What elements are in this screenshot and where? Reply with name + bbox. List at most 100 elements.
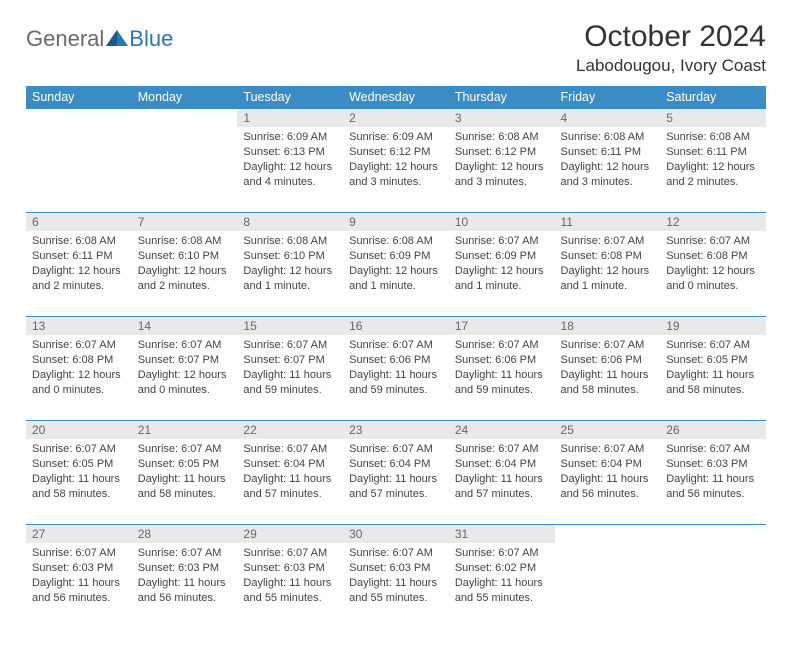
sunrise-line: Sunrise: 6:08 AM [455, 131, 539, 143]
day-number: 11 [555, 212, 661, 231]
day-cell: Sunrise: 6:08 AMSunset: 6:09 PMDaylight:… [343, 231, 449, 316]
day-cell: Sunrise: 6:08 AMSunset: 6:10 PMDaylight:… [237, 231, 343, 316]
sunset-line: Sunset: 6:10 PM [243, 250, 324, 262]
daylight-line: Daylight: 12 hours and 0 minutes. [32, 369, 121, 396]
sunset-line: Sunset: 6:03 PM [32, 562, 113, 574]
logo-word2: Blue [129, 26, 173, 52]
day-number-cell [26, 108, 132, 127]
day-number: 26 [660, 420, 766, 439]
day-number-cell: 15 [237, 316, 343, 335]
day-number-cell: 19 [660, 316, 766, 335]
daylight-line: Daylight: 11 hours and 58 minutes. [561, 369, 649, 396]
day-body: Sunrise: 6:08 AMSunset: 6:11 PMDaylight:… [555, 127, 661, 195]
day-number: 31 [449, 524, 555, 543]
day-body: Sunrise: 6:07 AMSunset: 6:07 PMDaylight:… [237, 335, 343, 403]
day-body: Sunrise: 6:07 AMSunset: 6:05 PMDaylight:… [660, 335, 766, 403]
day-number: 2 [343, 108, 449, 127]
sunset-line: Sunset: 6:06 PM [455, 354, 536, 366]
day-cell [26, 127, 132, 212]
sunrise-line: Sunrise: 6:07 AM [561, 339, 645, 351]
daylight-line: Daylight: 11 hours and 55 minutes. [455, 577, 543, 604]
day-number: 8 [237, 212, 343, 231]
day-body: Sunrise: 6:07 AMSunset: 6:04 PMDaylight:… [237, 439, 343, 507]
sunrise-line: Sunrise: 6:07 AM [138, 339, 222, 351]
day-number-cell: 3 [449, 108, 555, 127]
daylight-line: Daylight: 12 hours and 0 minutes. [138, 369, 227, 396]
sunrise-line: Sunrise: 6:07 AM [32, 547, 116, 559]
day-number-cell: 21 [132, 420, 238, 439]
day-body [26, 127, 132, 136]
daylight-line: Daylight: 12 hours and 3 minutes. [349, 161, 438, 188]
day-number-cell [132, 108, 238, 127]
day-cell: Sunrise: 6:07 AMSunset: 6:02 PMDaylight:… [449, 543, 555, 628]
day-cell: Sunrise: 6:07 AMSunset: 6:06 PMDaylight:… [555, 335, 661, 420]
weekday-header: Friday [555, 86, 661, 108]
sunrise-line: Sunrise: 6:07 AM [455, 339, 539, 351]
day-number: 23 [343, 420, 449, 439]
day-number: 7 [132, 212, 238, 231]
day-number-cell: 20 [26, 420, 132, 439]
day-body: Sunrise: 6:07 AMSunset: 6:04 PMDaylight:… [555, 439, 661, 507]
day-body: Sunrise: 6:09 AMSunset: 6:13 PMDaylight:… [237, 127, 343, 195]
day-cell: Sunrise: 6:07 AMSunset: 6:03 PMDaylight:… [660, 439, 766, 524]
day-number-cell: 24 [449, 420, 555, 439]
day-cell: Sunrise: 6:07 AMSunset: 6:06 PMDaylight:… [343, 335, 449, 420]
location: Labodougou, Ivory Coast [576, 56, 766, 76]
day-number-cell: 22 [237, 420, 343, 439]
weekday-header: Saturday [660, 86, 766, 108]
day-body: Sunrise: 6:09 AM Sunset: 6:12 PM Daylight:… [343, 127, 449, 195]
logo: General Blue [26, 20, 173, 52]
calendar-body: 12345Sunrise: 6:09 AMSunset: 6:13 PMDayl… [26, 108, 766, 628]
day-number-cell: 16 [343, 316, 449, 335]
sunset-line: Sunset: 6:07 PM [243, 354, 324, 366]
sunset-line: Sunset: 6:12 PM [349, 146, 430, 158]
sunrise-line: Sunrise: 6:07 AM [455, 547, 539, 559]
day-number-cell: 7 [132, 212, 238, 231]
sunrise-line: Sunrise: 6:07 AM [349, 443, 433, 455]
sunset-line: Sunset: 6:04 PM [349, 458, 430, 470]
daylight-line: Daylight: 11 hours and 59 minutes. [243, 369, 331, 396]
weekday-header: Wednesday [343, 86, 449, 108]
sunset-line: Sunset: 6:05 PM [138, 458, 219, 470]
day-cell: Sunrise: 6:08 AMSunset: 6:11 PMDaylight:… [660, 127, 766, 212]
sunset-line: Sunset: 6:03 PM [138, 562, 219, 574]
calendar-table: SundayMondayTuesdayWednesdayThursdayFrid… [26, 86, 766, 628]
daylight-line: Daylight: 12 hours and 2 minutes. [666, 161, 755, 188]
day-number-cell: 13 [26, 316, 132, 335]
day-body: Sunrise: 6:08 AMSunset: 6:10 PMDaylight:… [132, 231, 238, 299]
day-number: 3 [449, 108, 555, 127]
day-number: 27 [26, 524, 132, 543]
sunrise-line: Sunrise: 6:07 AM [666, 443, 750, 455]
day-cell: Sunrise: 6:07 AM Sunset: 6:07 PM Daylight:… [132, 335, 238, 420]
day-body: Sunrise: 6:07 AMSunset: 6:06 PMDaylight:… [555, 335, 661, 403]
sunrise-line: Sunrise: 6:09 AM [349, 131, 433, 143]
day-number: 12 [660, 212, 766, 231]
day-body: Sunrise: 6:07 AMSunset: 6:08 PMDaylight:… [26, 335, 132, 403]
daylight-line: Daylight: 11 hours and 56 minutes. [561, 473, 649, 500]
day-body: Sunrise: 6:07 AMSunset: 6:09 PMDaylight:… [449, 231, 555, 299]
day-number-row: 6789101112 [26, 212, 766, 231]
day-number-row: 12345 [26, 108, 766, 127]
sunset-line: Sunset: 6:08 PM [666, 250, 747, 262]
weekday-header: Sunday [26, 86, 132, 108]
day-number: 10 [449, 212, 555, 231]
day-body: Sunrise: 6:07 AMSunset: 6:08 PMDaylight:… [555, 231, 661, 299]
sunrise-line: Sunrise: 6:07 AM [138, 443, 222, 455]
day-body: Sunrise: 6:07 AMSunset: 6:06 PMDaylight:… [449, 335, 555, 403]
day-cell: Sunrise: 6:08 AMSunset: 6:11 PMDaylight:… [555, 127, 661, 212]
day-body: Sunrise: 6:07 AMSunset: 6:08 PMDaylight:… [660, 231, 766, 299]
day-number-cell: 18 [555, 316, 661, 335]
daylight-line: Daylight: 11 hours and 56 minutes. [32, 577, 120, 604]
day-number [555, 524, 661, 543]
day-cell: Sunrise: 6:07 AMSunset: 6:08 PMDaylight:… [660, 231, 766, 316]
day-number-cell: 11 [555, 212, 661, 231]
sunrise-line: Sunrise: 6:09 AM [243, 131, 327, 143]
day-body-row: Sunrise: 6:07 AM Sunset: 6:03 PM Daylight:… [26, 543, 766, 628]
daylight-line: Daylight: 12 hours and 3 minutes. [455, 161, 544, 188]
day-number-cell: 26 [660, 420, 766, 439]
day-number: 13 [26, 316, 132, 335]
day-cell: Sunrise: 6:08 AMSunset: 6:12 PMDaylight:… [449, 127, 555, 212]
day-cell: Sunrise: 6:07 AMSunset: 6:04 PMDaylight:… [237, 439, 343, 524]
sunset-line: Sunset: 6:07 PM [138, 354, 219, 366]
day-number: 21 [132, 420, 238, 439]
